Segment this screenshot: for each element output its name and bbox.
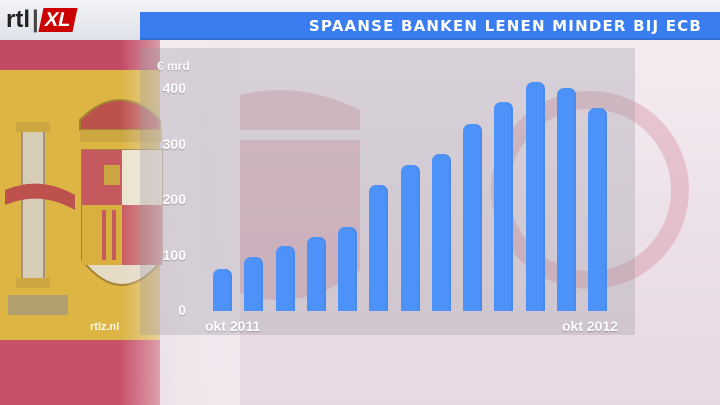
chart-title: SPAANSE BANKEN LENEN MINDER BIJ ECB bbox=[308, 17, 702, 35]
bar bbox=[525, 82, 545, 311]
y-tick-label: 100 bbox=[162, 246, 186, 263]
logo-separator-icon: | bbox=[32, 6, 39, 33]
bar bbox=[431, 153, 451, 311]
bar bbox=[369, 185, 389, 311]
bar bbox=[588, 108, 607, 311]
flag-fade-overlay bbox=[120, 40, 240, 405]
bar bbox=[400, 165, 420, 311]
x-tick-label: okt 2011 bbox=[205, 318, 261, 334]
bar bbox=[556, 87, 576, 311]
y-tick-label: 400 bbox=[162, 80, 186, 96]
title-bar: SPAANSE BANKEN LENEN MINDER BIJ ECB bbox=[140, 12, 720, 40]
bar bbox=[213, 268, 232, 311]
bar bbox=[494, 102, 514, 311]
bar bbox=[463, 123, 482, 311]
x-tick-label: okt 2012 bbox=[562, 318, 619, 334]
bar bbox=[306, 237, 326, 311]
website-watermark: rtlz.nl bbox=[90, 321, 120, 333]
bar bbox=[244, 257, 264, 311]
bar bbox=[275, 245, 295, 311]
logo-xl-text: XL bbox=[38, 8, 77, 32]
y-tick-label: 200 bbox=[162, 191, 186, 207]
bar bbox=[338, 226, 357, 311]
logo-rtl-text: rtl bbox=[6, 6, 30, 33]
channel-logo: rtl | XL bbox=[6, 4, 77, 36]
y-tick-label: 0 bbox=[178, 302, 186, 318]
y-tick-label: 300 bbox=[162, 135, 186, 152]
y-axis-label: € mrd bbox=[157, 59, 190, 73]
